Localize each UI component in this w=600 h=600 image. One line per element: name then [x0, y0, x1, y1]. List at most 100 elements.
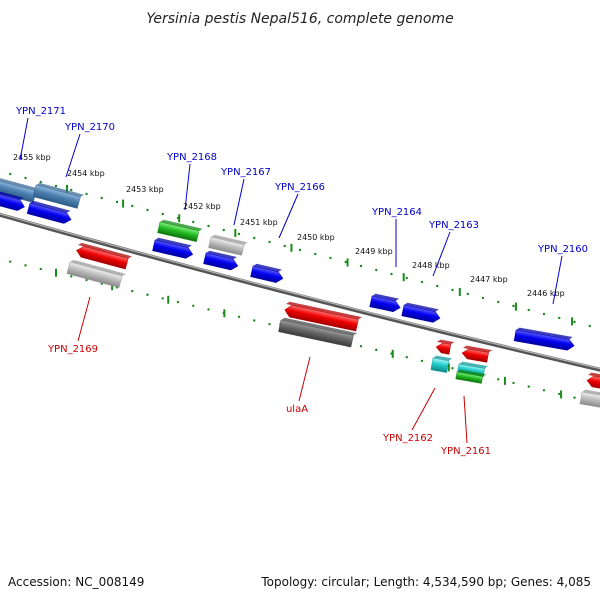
label-ypn-2164: YPN_2164 — [371, 207, 422, 218]
scale-label: 2446 kbp — [527, 289, 565, 298]
scale-dot — [131, 289, 134, 293]
label-ypn-2163-leader — [432, 231, 451, 277]
gene-ypn-2168 — [157, 219, 203, 243]
gene-ulaa-box — [278, 317, 357, 348]
gene-callouts: YPN_2171 YPN_2170 YPN_2168YPN_2167YPN_2166… — [15, 106, 588, 457]
scale-label: 2453 kbp — [126, 185, 164, 194]
scale-dot — [9, 172, 12, 176]
scale-dot — [359, 345, 363, 348]
scale-dot — [100, 196, 103, 200]
scale-dot — [146, 208, 149, 212]
gene-ulaa — [284, 301, 362, 332]
label-ypn-2170-leader — [65, 133, 81, 178]
scale-label: 2454 kbp — [67, 169, 105, 178]
scale-dot — [237, 232, 241, 236]
scale-dot — [527, 308, 530, 312]
gene-ypn-2162 — [435, 339, 455, 355]
scale-label: 2451 kbp — [240, 218, 278, 227]
gene-edge-gray — [579, 389, 600, 409]
scale-dot — [146, 293, 149, 296]
label-ypn-2163: YPN_2163 — [428, 220, 479, 231]
genome-summary-text: Topology: circular; Length: 4,534,590 bp… — [260, 575, 591, 589]
label-ypn-2169-leader — [77, 296, 91, 342]
scale-dot — [237, 315, 241, 318]
gene-ypn-2170-arrow — [26, 200, 72, 224]
scale-dot — [268, 322, 271, 326]
gene-ypn-2167-arrow — [203, 250, 239, 271]
scale-dot — [359, 264, 363, 268]
label-ypn-2168-leader — [184, 163, 191, 211]
scale-dot — [70, 275, 73, 278]
scale-label: 2455 kbp — [13, 153, 51, 162]
label-ypn-2171: YPN_2171 — [15, 106, 66, 117]
scale-dot — [283, 244, 286, 248]
label-ypn-2166: YPN_2166 — [274, 182, 325, 193]
scale-ticks — [9, 172, 591, 403]
scale-label: 2447 kbp — [470, 275, 508, 284]
label-ypn-2162-leader — [411, 387, 436, 431]
scale-label: 2449 kbp — [355, 247, 393, 256]
scale-dot — [85, 278, 88, 282]
scale-dot — [558, 316, 561, 320]
accession-text: Accession: NC_008149 — [8, 575, 144, 589]
scale-dot — [192, 304, 195, 307]
scale-dot — [161, 212, 164, 216]
gene-ypn-2161-strip — [455, 369, 487, 384]
scale-dot — [176, 300, 180, 304]
scale-dot — [481, 296, 485, 300]
genome-backbone — [0, 212, 600, 372]
label-ypn-2167: YPN_2167 — [220, 167, 271, 178]
scale-label: 2448 kbp — [412, 261, 450, 270]
scale-dot — [9, 260, 12, 263]
gene-ypn-2163 — [401, 302, 441, 323]
scale-dot — [512, 304, 515, 308]
gene-ypn-2167 — [208, 234, 248, 256]
scale-label: 2452 kbp — [183, 202, 221, 211]
label-ypn-2171-leader — [19, 117, 29, 161]
label-ypn-2167-leader — [233, 178, 245, 226]
scale-labels: 2455 kbp 2454 kbp 2453 kbp 2452 kbp 2451 kbp… — [13, 153, 565, 298]
scale-dot — [131, 204, 134, 208]
scale-dot — [344, 260, 347, 264]
gene-ypn-2170 — [32, 182, 85, 209]
scale-dot — [512, 381, 515, 385]
scale-dot — [207, 308, 210, 311]
scale-dot — [405, 276, 408, 280]
scale-dot — [39, 267, 42, 271]
label-ypn-2168: YPN_2168 — [166, 152, 217, 163]
gene-ypn-2169-box — [66, 259, 126, 288]
gene-ypn-2166 — [250, 263, 284, 283]
scale-dot — [542, 389, 546, 392]
scale-dot — [85, 192, 88, 196]
scale-dot — [588, 324, 591, 328]
scale-dot — [298, 248, 302, 252]
label-ypn-2166-leader — [278, 193, 299, 239]
scale-dot — [222, 228, 225, 232]
gene-features — [0, 175, 600, 409]
gene-ypn-2161 — [461, 345, 493, 363]
scale-dot — [192, 220, 195, 224]
scale-dot — [573, 320, 576, 324]
label-ypn-2160-leader — [552, 255, 563, 305]
scale-dot — [497, 300, 500, 304]
scale-dot — [420, 359, 424, 363]
scale-dot — [573, 396, 576, 399]
gene-ypn-2160 — [513, 327, 575, 351]
scale-dot — [207, 224, 210, 228]
scale-dot — [466, 292, 469, 296]
scale-dot — [115, 200, 119, 204]
gene-edge-red — [586, 372, 600, 390]
label-ulaa-leader — [298, 356, 311, 402]
scale-dot — [314, 252, 317, 256]
gene-ypn-2164 — [369, 293, 401, 313]
scale-dot — [329, 256, 332, 260]
label-ulaa: ulaA — [286, 404, 308, 415]
scale-dot — [161, 297, 164, 300]
scale-dot — [405, 356, 408, 359]
gene-ypn-2168-arrow — [152, 237, 194, 259]
scale-dot — [268, 240, 271, 244]
scale-dot — [253, 236, 256, 240]
scale-dot — [542, 312, 546, 316]
gene-ypn-2169 — [76, 242, 132, 270]
scale-dot — [420, 280, 424, 284]
